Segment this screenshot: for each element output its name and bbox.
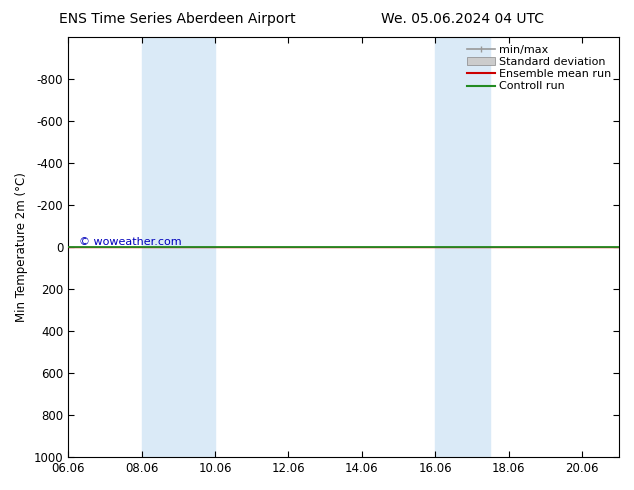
Legend: min/max, Standard deviation, Ensemble mean run, Controll run: min/max, Standard deviation, Ensemble me… [465, 43, 614, 94]
Text: We. 05.06.2024 04 UTC: We. 05.06.2024 04 UTC [381, 12, 545, 26]
Y-axis label: Min Temperature 2m (°C): Min Temperature 2m (°C) [15, 172, 28, 322]
Bar [436, 37, 491, 457]
Bar [141, 37, 215, 457]
Text: ENS Time Series Aberdeen Airport: ENS Time Series Aberdeen Airport [59, 12, 296, 26]
Text: © woweather.com: © woweather.com [79, 237, 182, 247]
